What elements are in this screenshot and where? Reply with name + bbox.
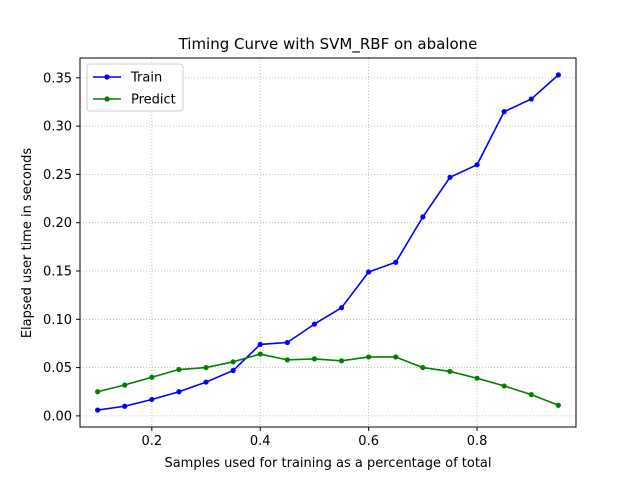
ticks: 0.2 0.4 0.6 0.8 0.00 0.05 0.10 0.15 0.20 0.25 0.30… [43, 71, 487, 449]
legend-marker-predict [104, 96, 110, 102]
data-point-predict [95, 389, 101, 395]
series-predict [95, 351, 561, 408]
x-tick-label: 0.2 [141, 434, 162, 449]
series-line-predict [97, 353, 559, 407]
data-point-train [474, 162, 480, 168]
y-tick-label: 0.05 [43, 361, 72, 376]
series-line-train [97, 74, 559, 411]
data-point-train [176, 389, 182, 395]
x-axis-title: Samples used for training as a percentag… [164, 456, 491, 471]
chart-title: Timing Curve with SVM_RBF on abalone [178, 35, 478, 54]
y-tick-label: 0.30 [43, 120, 72, 135]
data-point-train [393, 259, 399, 265]
data-point-predict [230, 359, 236, 365]
data-point-predict [528, 392, 534, 398]
plot-frame [79, 57, 577, 428]
legend-label-predict: Predict [131, 93, 176, 108]
data-point-predict [555, 402, 561, 408]
y-axis-title: Elapsed user time in seconds [20, 148, 35, 339]
data-point-predict [338, 358, 345, 364]
data-point-train [447, 174, 453, 180]
y-tick-label: 0.25 [43, 168, 72, 183]
data-point-predict [501, 383, 507, 389]
legend-marker-train [104, 74, 110, 80]
y-tick-label: 0.20 [43, 216, 72, 231]
data-point-predict [474, 375, 480, 381]
data-point-train [420, 214, 426, 220]
data-point-train [230, 367, 236, 374]
x-tick-label: 0.8 [467, 434, 488, 449]
data-point-train [284, 339, 290, 346]
data-point-train [95, 407, 101, 413]
data-point-train [149, 396, 155, 403]
x-tick-label: 0.6 [358, 434, 379, 449]
data-point-train [311, 321, 318, 327]
data-point-predict [122, 382, 128, 388]
data-point-train [203, 379, 209, 385]
data-point-predict [176, 366, 182, 373]
data-point-predict [284, 357, 290, 363]
data-point-predict [393, 354, 399, 360]
data-point-predict [311, 356, 318, 362]
legend: Train Predict [86, 63, 184, 112]
series-layer [95, 72, 561, 413]
data-point-train [257, 341, 263, 348]
y-tick-label: 0.10 [43, 313, 72, 328]
data-point-predict [420, 364, 426, 371]
data-point-train [555, 72, 561, 78]
data-point-predict [257, 351, 263, 357]
data-point-train [501, 109, 507, 115]
y-tick-label: 0.15 [43, 264, 72, 279]
data-point-predict [366, 354, 372, 360]
data-point-train [338, 305, 345, 311]
series-train [95, 72, 561, 413]
data-point-predict [447, 368, 453, 375]
data-point-predict [203, 364, 209, 371]
legend-label-train: Train [130, 71, 162, 86]
data-point-predict [149, 374, 155, 380]
x-tick-label: 0.4 [250, 434, 271, 449]
data-point-train [366, 269, 372, 275]
data-point-train [122, 403, 128, 409]
data-point-train [528, 96, 534, 102]
y-tick-label: 0.00 [43, 409, 72, 424]
y-tick-label: 0.35 [43, 71, 72, 86]
